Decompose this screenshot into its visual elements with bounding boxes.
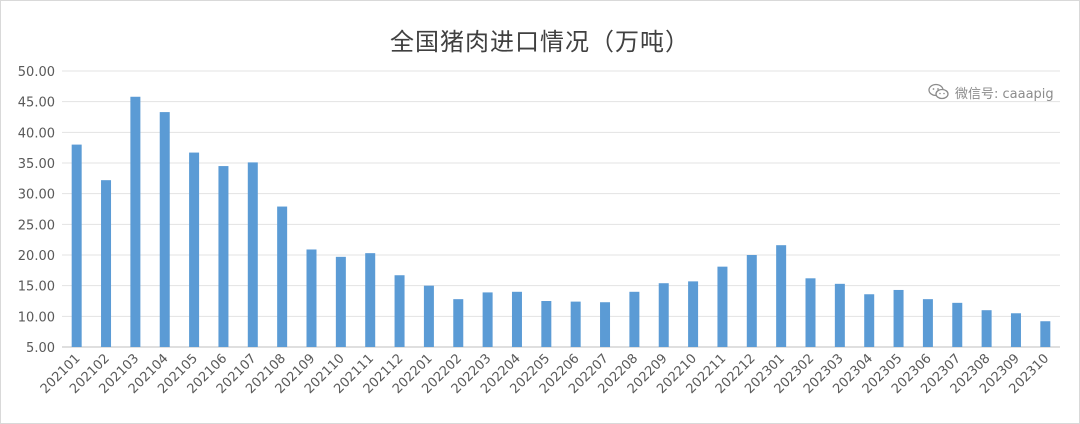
bar-202207	[600, 302, 611, 347]
y-tick-label: 50.00	[18, 65, 55, 80]
y-tick-label: 5.00	[26, 341, 55, 356]
bar-202309	[1010, 313, 1021, 347]
bar-202307	[952, 302, 963, 347]
y-axis-ticks: 5.00 10.00 15.00 20.00 25.00 30.00 35.00 40.00 4…	[18, 65, 55, 356]
bar-202203	[482, 292, 493, 347]
y-tick-label: 10.00	[18, 310, 55, 325]
bar-202108	[277, 206, 288, 347]
bar-202202	[453, 299, 464, 347]
gridlines	[62, 70, 1060, 348]
bar-202209	[658, 283, 669, 347]
y-tick-label: 30.00	[18, 188, 55, 203]
y-tick-label: 25.00	[18, 218, 55, 233]
bar-202107	[247, 162, 258, 347]
bar-202204	[511, 291, 522, 347]
bar-202303	[834, 283, 845, 347]
bars	[71, 96, 1051, 348]
bar-202305	[893, 289, 904, 347]
bar-202102	[101, 180, 112, 347]
bar-202101	[71, 144, 82, 347]
bar-202208	[629, 291, 640, 347]
bar-202104	[159, 112, 170, 348]
bar-202201	[423, 285, 434, 347]
bar-202212	[746, 255, 757, 347]
y-tick-label: 35.00	[18, 157, 55, 172]
bar-202308	[981, 310, 992, 347]
bar-202110	[335, 256, 346, 347]
bar-202106	[218, 166, 229, 347]
x-axis-ticks: 2021012021022021032021042021052021062021…	[38, 351, 1052, 397]
bar-202210	[688, 281, 699, 347]
bar-202112	[394, 275, 405, 347]
bar-202301	[776, 245, 787, 347]
bar-202103	[130, 96, 141, 347]
y-tick-label: 40.00	[18, 126, 55, 141]
bar-202109	[306, 249, 317, 347]
y-tick-label: 15.00	[18, 280, 55, 295]
bar-202211	[717, 266, 728, 347]
y-tick-label: 45.00	[18, 96, 55, 111]
bar-202310	[1040, 321, 1051, 347]
watermark-text: 微信号: caaapig	[955, 86, 1054, 102]
bar-202111	[365, 253, 376, 347]
watermark: 微信号: caaapig	[928, 82, 1054, 102]
bar-202205	[541, 301, 552, 347]
chart-title: 全国猪肉进口情况（万吨）	[390, 28, 690, 56]
bar-202304	[864, 294, 875, 347]
bar-202206	[570, 301, 581, 347]
y-tick-label: 20.00	[18, 249, 55, 264]
bar-202105	[189, 152, 200, 347]
bar-202302	[805, 278, 816, 347]
wechat-icon	[928, 83, 949, 100]
bar-202306	[922, 299, 933, 347]
